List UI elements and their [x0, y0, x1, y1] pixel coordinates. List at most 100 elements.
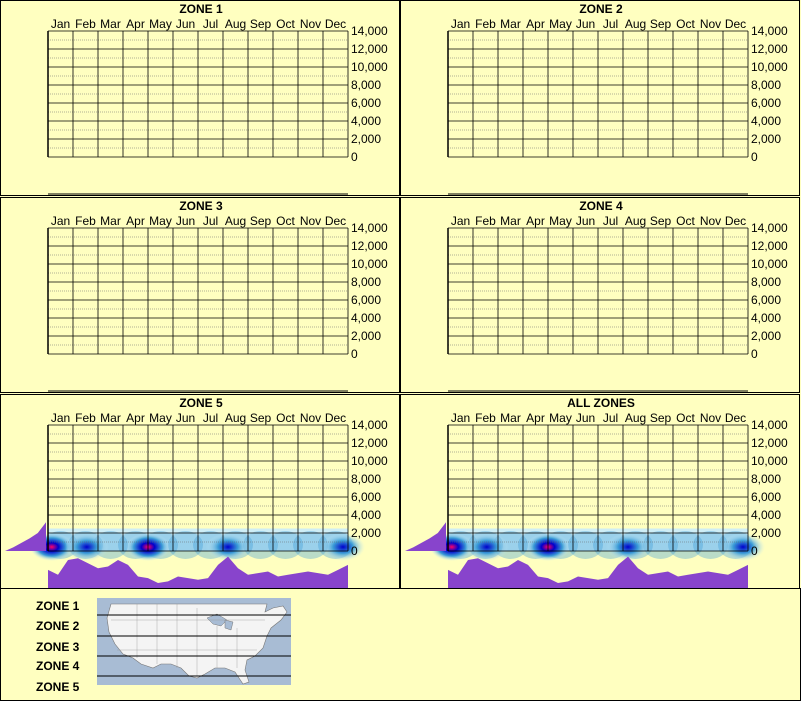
panel-chart: Jan Feb Mar Apr May Jun Jul Aug Sep Oct Nov Dec 14,0…: [47, 214, 388, 392]
y-tick-label: 0: [751, 347, 758, 361]
month-label: Apr: [526, 17, 545, 31]
month-label: Jan: [451, 17, 470, 31]
month-label: Sep: [650, 411, 672, 425]
y-tick-label: 14,000: [751, 24, 788, 38]
heat-hotspot: [606, 533, 650, 561]
monthly-profile: [448, 556, 748, 588]
panel-chart: Jan Feb Mar Apr May Jun Jul Aug Sep Oct Nov Dec 14,0…: [405, 411, 788, 588]
y-tick-label: 12,000: [351, 239, 388, 253]
heat-hotspot: [206, 533, 250, 561]
month-label: May: [149, 17, 172, 31]
heat-cell: [268, 531, 303, 559]
y-tick-label: 2,000: [751, 329, 781, 343]
y-tick-label: 0: [351, 544, 358, 558]
month-label: Jan: [51, 214, 70, 228]
month-label: Feb: [475, 411, 496, 425]
month-label: May: [549, 214, 572, 228]
heat-cell: [643, 531, 678, 559]
y-tick-label: 0: [751, 544, 758, 558]
y-tick-label: 12,000: [351, 436, 388, 450]
y-tick-label: 10,000: [751, 60, 788, 74]
zone-panel: ZONE 5 Jan Feb Mar Apr May Jun Jul Aug Sep Oct Nov D…: [0, 394, 400, 590]
month-label: Oct: [276, 411, 295, 425]
heat-cell: [693, 531, 728, 559]
month-label: Jul: [203, 214, 218, 228]
month-label: Nov: [700, 411, 721, 425]
y-tick-label: 0: [351, 150, 358, 164]
month-label: Mar: [100, 411, 121, 425]
month-label: May: [149, 214, 172, 228]
month-label: Mar: [500, 17, 521, 31]
zone-panel: ZONE 3 Jan Feb Mar Apr May Jun Jul Aug Sep Oct Nov D…: [0, 197, 400, 393]
y-tick-label: 6,000: [351, 96, 381, 110]
y-tick-label: 2,000: [751, 132, 781, 146]
month-label: Sep: [250, 214, 272, 228]
y-tick-label: 4,000: [351, 508, 381, 522]
us-map-graphic: [97, 598, 291, 685]
panel-title: ALL ZONES: [567, 396, 635, 410]
y-tick-label: 2,000: [751, 526, 781, 540]
month-label: Nov: [700, 17, 721, 31]
panel-chart: Jan Feb Mar Apr May Jun Jul Aug Sep Oct Nov Dec 14,0…: [447, 17, 788, 195]
zone-boundaries: [97, 614, 291, 677]
heat-cell: [168, 531, 203, 559]
y-tick-label: 8,000: [751, 78, 781, 92]
month-label: Jun: [576, 17, 595, 31]
month-label: Jun: [576, 214, 595, 228]
zone-panel: ZONE 4 Jan Feb Mar Apr May Jun Jul Aug Sep Oct Nov D…: [400, 197, 800, 393]
month-label: Nov: [300, 411, 321, 425]
y-tick-label: 6,000: [751, 490, 781, 504]
month-label: Jan: [51, 411, 70, 425]
heat-cell: [668, 531, 703, 559]
month-label: Nov: [700, 214, 721, 228]
y-tick-label: 2,000: [351, 329, 381, 343]
y-tick-label: 4,000: [351, 311, 381, 325]
zone-legend-label: ZONE 2: [36, 619, 80, 633]
month-label: Feb: [75, 17, 96, 31]
zone-legend-label: ZONE 3: [36, 640, 80, 654]
y-tick-label: 6,000: [351, 293, 381, 307]
month-label: Dec: [725, 17, 746, 31]
heat-cell: [243, 531, 278, 559]
month-label: May: [549, 17, 572, 31]
month-label: Aug: [625, 411, 646, 425]
y-tick-label: 12,000: [751, 42, 788, 56]
y-tick-label: 14,000: [751, 418, 788, 432]
y-tick-label: 12,000: [751, 436, 788, 450]
month-label: Jul: [603, 214, 618, 228]
panel-title: ZONE 3: [179, 199, 223, 213]
panel-chart: Jan Feb Mar Apr May Jun Jul Aug Sep Oct Nov Dec 14,0…: [5, 411, 388, 588]
month-label: Jul: [603, 17, 618, 31]
heat-hotspot: [64, 533, 109, 561]
month-label: Oct: [276, 214, 295, 228]
elevation-profile: [5, 522, 46, 551]
month-label: Oct: [676, 17, 695, 31]
month-label: Sep: [250, 411, 272, 425]
y-tick-label: 10,000: [351, 454, 388, 468]
map-lake: [224, 619, 234, 631]
us-map: [97, 598, 291, 685]
month-label: Aug: [225, 214, 246, 228]
panel-title: ZONE 2: [579, 2, 623, 16]
zone-legend-label: ZONE 4: [36, 659, 80, 673]
month-label: Dec: [725, 214, 746, 228]
month-label: Jan: [451, 214, 470, 228]
month-label: Feb: [75, 214, 96, 228]
month-label: Jun: [176, 17, 195, 31]
month-label: Apr: [526, 214, 545, 228]
month-label: Feb: [475, 214, 496, 228]
month-label: Dec: [325, 411, 346, 425]
month-label: Dec: [325, 17, 346, 31]
panel-chart: Jan Feb Mar Apr May Jun Jul Aug Sep Oct Nov Dec 14,0…: [447, 214, 788, 392]
month-label: Jul: [203, 411, 218, 425]
month-label: Dec: [325, 214, 346, 228]
y-tick-label: 6,000: [751, 96, 781, 110]
panel-title: ZONE 1: [179, 2, 223, 16]
month-label: Apr: [526, 411, 545, 425]
month-label: Mar: [100, 17, 121, 31]
y-tick-label: 4,000: [751, 508, 781, 522]
zone-legend-label: ZONE 1: [36, 599, 80, 613]
month-label: Oct: [276, 17, 295, 31]
month-label: Nov: [300, 214, 321, 228]
zone-panel: ZONE 2 Jan Feb Mar Apr May Jun Jul Aug Sep Oct Nov D…: [400, 0, 800, 196]
